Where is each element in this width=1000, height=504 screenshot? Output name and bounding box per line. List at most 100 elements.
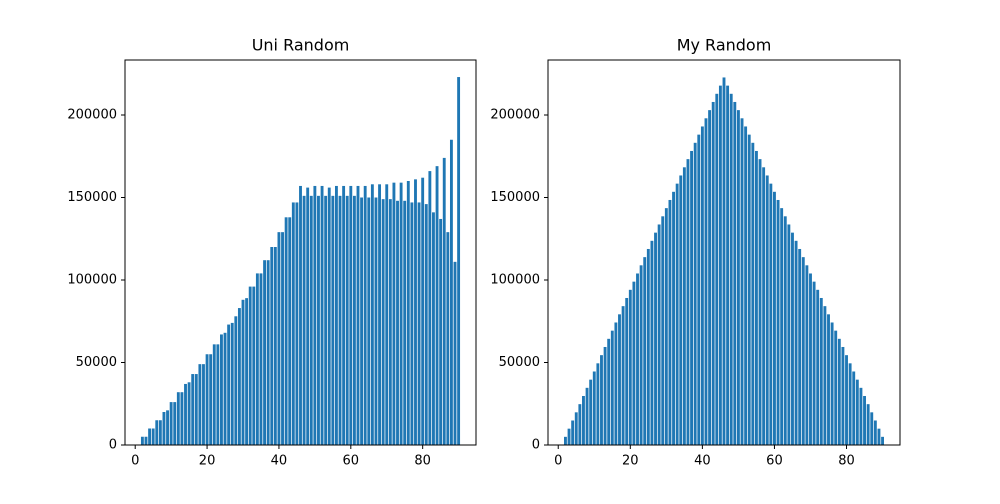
x-tick-label: 20 [199, 454, 216, 469]
bar [281, 232, 284, 445]
bar [672, 191, 675, 445]
bar [574, 412, 578, 445]
bar [414, 179, 417, 446]
bar [392, 182, 396, 445]
bar [762, 167, 766, 445]
bar [704, 118, 708, 445]
bar [291, 202, 295, 445]
y-tick-label: 50000 [76, 355, 117, 370]
bar [740, 118, 744, 445]
bar [288, 217, 292, 445]
bar [650, 240, 654, 445]
bar [754, 150, 758, 445]
bar [356, 185, 360, 445]
bar [643, 257, 647, 445]
bar [209, 354, 213, 445]
bar [446, 232, 450, 445]
bar [342, 185, 346, 445]
y-tick-label: 0 [109, 438, 117, 453]
bar [780, 208, 784, 445]
y-tick-label: 200000 [490, 107, 540, 122]
bar [140, 436, 144, 445]
bar [241, 299, 245, 445]
bar [664, 208, 668, 445]
bar [628, 289, 632, 445]
bar [592, 371, 596, 445]
bar [191, 374, 195, 445]
bar [700, 126, 704, 446]
y-tick-label: 0 [532, 438, 540, 453]
bar [352, 195, 356, 445]
bar [327, 187, 331, 446]
bar [783, 216, 787, 445]
bar [773, 191, 776, 445]
bar [736, 110, 740, 445]
bar [582, 395, 585, 445]
bar [848, 363, 852, 445]
bar [845, 355, 848, 445]
bar [859, 387, 863, 445]
bar [338, 195, 342, 445]
bar [432, 212, 435, 445]
bar [252, 286, 256, 445]
bar [636, 273, 639, 445]
bar [349, 185, 353, 445]
bar [227, 324, 231, 445]
bar [421, 177, 425, 445]
bar [406, 180, 410, 445]
x-tick-label: 80 [414, 454, 431, 469]
bar [320, 185, 324, 445]
bar [166, 410, 169, 445]
bar [162, 411, 166, 445]
bar [284, 217, 288, 445]
axes-frame [124, 59, 477, 446]
bar [787, 224, 791, 445]
chart-title: My Random [677, 36, 772, 55]
bar [794, 240, 798, 445]
bar [646, 248, 650, 445]
bar [866, 404, 870, 445]
x-tick-label: 20 [622, 454, 639, 469]
y-tick-label: 50000 [499, 355, 540, 370]
bar [266, 260, 270, 445]
bar [596, 363, 600, 445]
bar [830, 322, 834, 445]
bar [632, 281, 636, 445]
bar [313, 185, 317, 445]
bar [567, 428, 571, 445]
bar [187, 382, 191, 445]
bar [378, 184, 381, 445]
bar [216, 344, 220, 445]
bar [715, 93, 719, 445]
bar [399, 182, 403, 445]
bar [852, 371, 856, 445]
bar [621, 306, 625, 445]
bar [625, 297, 629, 445]
bar [654, 232, 657, 445]
bar [837, 338, 841, 445]
bar [834, 330, 838, 445]
bar [428, 171, 432, 445]
bar [722, 77, 726, 445]
bar [442, 157, 446, 445]
bar [205, 354, 209, 445]
x-tick-label: 60 [343, 454, 360, 469]
bar [223, 332, 227, 445]
bar [827, 314, 830, 445]
bar [263, 260, 267, 445]
bar [403, 200, 407, 445]
bar [237, 308, 241, 445]
bar [385, 184, 389, 445]
bar [733, 101, 737, 445]
bar [693, 142, 697, 445]
bar [816, 289, 820, 445]
bar [176, 392, 180, 445]
bar [729, 93, 733, 445]
bar [661, 216, 665, 445]
bar [769, 183, 773, 445]
bar [363, 185, 367, 445]
y-tick-label: 100000 [67, 272, 117, 287]
bar [751, 142, 755, 445]
bar [234, 316, 238, 445]
